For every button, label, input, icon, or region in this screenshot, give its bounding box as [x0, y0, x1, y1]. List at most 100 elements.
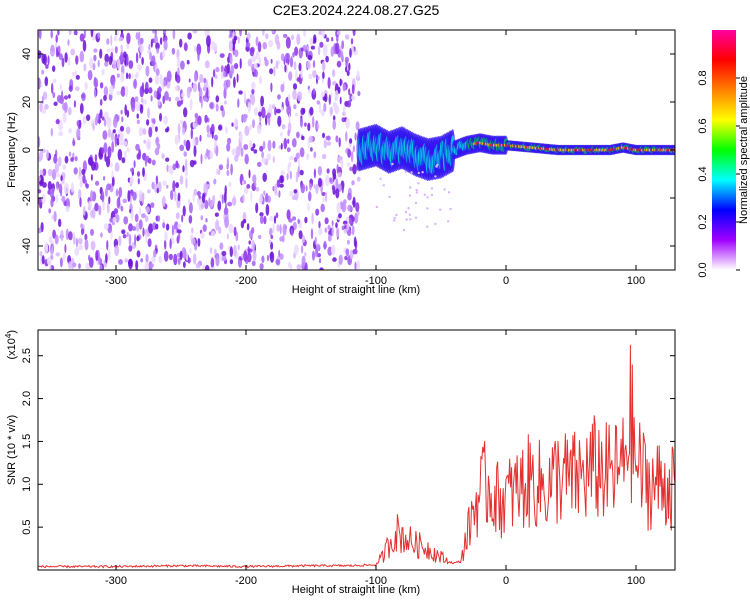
noise-blob — [41, 69, 45, 75]
noise-blob — [323, 102, 327, 112]
faint-dot — [414, 201, 418, 205]
noise-blob — [171, 224, 174, 236]
noise-blob — [347, 204, 353, 212]
noise-blob — [335, 188, 340, 199]
noise-blob — [226, 157, 229, 169]
noise-blob — [262, 30, 265, 36]
noise-blob — [134, 213, 139, 223]
noise-blob — [212, 194, 216, 205]
noise-blob — [106, 117, 112, 128]
noise-blob — [166, 184, 169, 189]
noise-blob — [162, 222, 166, 229]
noise-blob — [175, 212, 180, 220]
noise-blob — [192, 193, 195, 203]
noise-blob — [150, 95, 153, 102]
noise-blob — [282, 223, 287, 236]
noise-blob — [279, 132, 283, 137]
faint-dot — [405, 218, 408, 221]
noise-blob — [252, 119, 255, 129]
noise-blob — [165, 157, 170, 162]
noise-blob — [140, 97, 144, 103]
noise-blob — [289, 156, 294, 161]
noise-blob — [194, 242, 198, 251]
noise-blob — [154, 244, 158, 249]
noise-blob — [155, 42, 160, 50]
noise-blob — [347, 148, 351, 158]
noise-blob — [265, 192, 269, 203]
noise-blob — [133, 78, 137, 89]
noise-blob — [145, 65, 150, 77]
noise-blob — [330, 92, 333, 99]
noise-blob — [189, 98, 193, 111]
noise-blob — [83, 30, 86, 39]
snr-panel: -300 -200 -100 0 100 0.5 1.0 1.5 2.0 2.5 Height o… — [4, 329, 676, 596]
noise-blob — [53, 211, 57, 223]
noise-blob — [56, 182, 59, 191]
noise-blob — [109, 217, 113, 223]
noise-blob — [280, 53, 285, 61]
noise-blob — [258, 235, 262, 239]
noise-blob — [193, 45, 197, 52]
noise-blob — [345, 117, 351, 129]
colorbar-tick-label: 0.0 — [697, 262, 709, 277]
noise-blob — [193, 160, 197, 165]
noise-blob — [125, 72, 129, 80]
spectrogram-x-tick-label: -100 — [365, 275, 387, 287]
noise-blob — [72, 262, 77, 268]
noise-blob — [231, 148, 236, 156]
noise-blob — [321, 30, 325, 38]
faint-dot — [408, 194, 412, 197]
noise-blob — [52, 65, 56, 72]
noise-blob — [189, 248, 192, 254]
noise-blob — [202, 224, 207, 232]
noise-blob — [120, 52, 124, 63]
noise-blob — [179, 90, 182, 95]
noise-blob — [85, 183, 89, 189]
faint-dot — [375, 205, 378, 209]
noise-blob — [346, 162, 351, 167]
noise-blob — [41, 193, 46, 204]
noise-blob — [325, 174, 330, 187]
faint-dot — [379, 177, 382, 180]
noise-blob — [112, 129, 116, 134]
noise-blob — [237, 244, 240, 251]
noise-blob — [102, 130, 108, 140]
noise-blob — [240, 147, 244, 157]
noise-blob — [255, 202, 259, 214]
faint-dot — [426, 196, 429, 199]
noise-blob — [39, 150, 44, 161]
noise-blob — [41, 255, 45, 265]
noise-blob — [147, 238, 152, 248]
noise-blob — [343, 199, 347, 205]
noise-blob — [285, 52, 290, 60]
noise-blob — [325, 135, 331, 141]
noise-blob — [289, 190, 293, 197]
noise-blob — [203, 83, 206, 93]
noise-blob — [329, 106, 333, 115]
noise-blob — [122, 198, 128, 204]
noise-blob — [317, 45, 321, 56]
noise-blob — [251, 55, 257, 63]
noise-blob — [41, 182, 47, 188]
colorbar: 0.0 0.2 0.4 0.6 0.8 Normalized spectral ampl… — [697, 30, 750, 278]
noise-blob — [70, 157, 74, 162]
noise-blob — [335, 222, 338, 229]
noise-blob — [118, 129, 121, 135]
noise-blob — [103, 95, 107, 101]
noise-blob — [40, 81, 43, 88]
noise-blob — [322, 132, 325, 139]
noise-blob — [244, 125, 250, 136]
noise-blob — [340, 159, 344, 169]
noise-blob — [202, 264, 206, 270]
noise-blob — [137, 35, 141, 46]
noise-blob — [93, 88, 97, 98]
noise-blob — [219, 242, 224, 250]
noise-blob — [164, 91, 169, 101]
spectrogram-x-tick-label: -300 — [105, 275, 127, 287]
noise-blob — [87, 70, 93, 81]
noise-blob — [248, 169, 251, 179]
noise-blob — [65, 205, 70, 212]
noise-blob — [171, 47, 176, 55]
noise-blob — [89, 257, 94, 268]
